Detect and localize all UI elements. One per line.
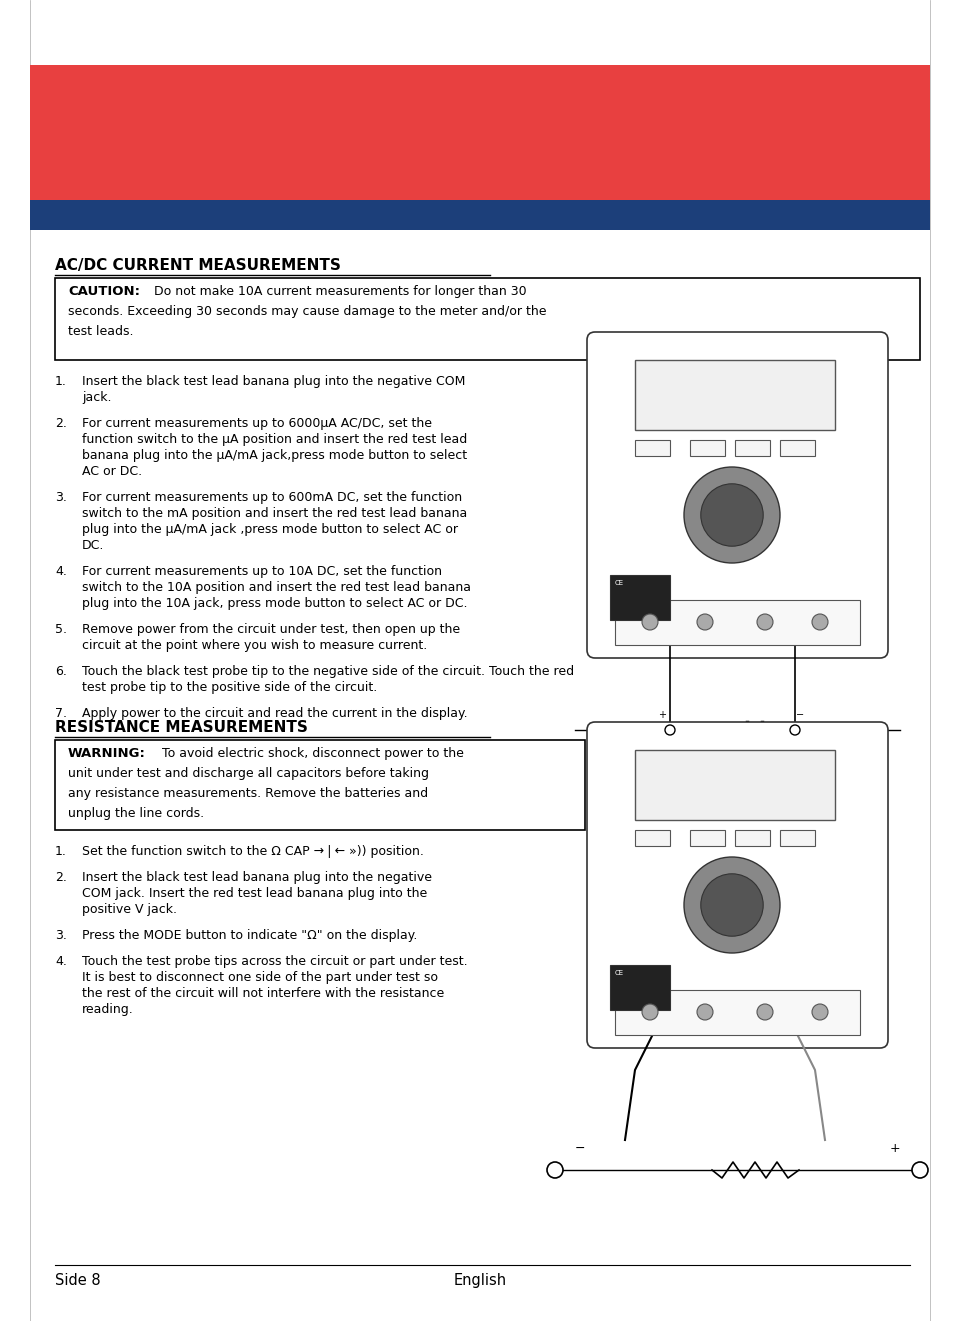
FancyBboxPatch shape [587,332,888,658]
Text: switch to the 10A position and insert the red test lead banana: switch to the 10A position and insert th… [82,581,471,594]
Text: 7.: 7. [55,707,67,720]
Circle shape [665,725,675,734]
Circle shape [684,857,780,952]
Text: It is best to disconnect one side of the part under test so: It is best to disconnect one side of the… [82,971,438,984]
Text: Do not make 10A current measurements for longer than 30: Do not make 10A current measurements for… [150,285,527,299]
Text: any resistance measurements. Remove the batteries and: any resistance measurements. Remove the … [68,787,428,801]
Text: WARNING:: WARNING: [68,746,146,760]
Text: Remove power from the circuit under test, then open up the: Remove power from the circuit under test… [82,624,460,635]
Bar [780,440,815,456]
Text: Insert the black test lead banana plug into the negative: Insert the black test lead banana plug i… [82,871,432,884]
Text: COM jack. Insert the red test lead banana plug into the: COM jack. Insert the red test lead banan… [82,886,427,900]
Text: −: − [796,709,804,720]
Text: 3.: 3. [55,929,67,942]
Bar [635,750,835,820]
Circle shape [812,614,828,630]
Bar [30,199,930,230]
Text: English: English [453,1273,507,1288]
Bar [610,575,670,620]
Circle shape [912,1162,928,1178]
Text: banana plug into the μA/mA jack,press mode button to select: banana plug into the μA/mA jack,press mo… [82,449,468,462]
Text: seconds. Exceeding 30 seconds may cause damage to the meter and/or the: seconds. Exceeding 30 seconds may cause … [68,305,546,318]
Bar [735,830,770,845]
Circle shape [642,614,658,630]
Text: +: + [890,1141,900,1155]
Text: 5.: 5. [55,624,67,635]
Bar [635,361,835,431]
Text: 3.: 3. [55,491,67,505]
Bar [30,65,930,199]
Text: CAUTION:: CAUTION: [68,285,140,299]
Bar [690,440,725,456]
Circle shape [701,483,763,546]
Bar [55,740,585,830]
Text: positive V jack.: positive V jack. [82,904,177,915]
Circle shape [642,1004,658,1020]
Bar [55,277,920,361]
Text: 2.: 2. [55,871,67,884]
Text: CE: CE [615,580,624,587]
Text: plug into the 10A jack, press mode button to select AC or DC.: plug into the 10A jack, press mode butto… [82,597,468,610]
Text: To avoid electric shock, disconnect power to the: To avoid electric shock, disconnect powe… [158,746,464,760]
Text: the rest of the circuit will not interfere with the resistance: the rest of the circuit will not interfe… [82,987,444,1000]
Text: Apply power to the circuit and read the current in the display.: Apply power to the circuit and read the … [82,707,468,720]
Bar [635,830,670,845]
Text: unit under test and discharge all capacitors before taking: unit under test and discharge all capaci… [68,768,429,779]
Text: 4.: 4. [55,565,67,579]
Bar [690,830,725,845]
Text: −: − [575,1141,586,1155]
Text: 1.: 1. [55,845,67,859]
Bar [735,440,770,456]
Text: AC/DC CURRENT MEASUREMENTS: AC/DC CURRENT MEASUREMENTS [55,258,341,273]
Text: unplug the line cords.: unplug the line cords. [68,807,204,820]
Text: For current measurements up to 10A DC, set the function: For current measurements up to 10A DC, s… [82,565,442,579]
Circle shape [684,468,780,563]
Text: Touch the black test probe tip to the negative side of the circuit. Touch the re: Touch the black test probe tip to the ne… [82,664,574,678]
Bar [615,989,860,1034]
Text: function switch to the μA position and insert the red test lead: function switch to the μA position and i… [82,433,468,446]
Text: 1.: 1. [55,375,67,388]
Text: Side 8: Side 8 [55,1273,101,1288]
Text: switch to the mA position and insert the red test lead banana: switch to the mA position and insert the… [82,507,468,520]
Text: For current measurements up to 6000μA AC/DC, set the: For current measurements up to 6000μA AC… [82,417,432,431]
Circle shape [697,1004,713,1020]
Text: Insert the black test lead banana plug into the negative COM: Insert the black test lead banana plug i… [82,375,466,388]
Text: AC or DC.: AC or DC. [82,465,142,478]
Text: DC.: DC. [82,539,105,552]
Text: circuit at the point where you wish to measure current.: circuit at the point where you wish to m… [82,639,427,653]
Text: test leads.: test leads. [68,325,133,338]
Bar [780,830,815,845]
Circle shape [812,1004,828,1020]
Text: RESISTANCE MEASUREMENTS: RESISTANCE MEASUREMENTS [55,720,308,734]
Circle shape [701,873,763,937]
Bar [615,600,860,645]
Text: test probe tip to the positive side of the circuit.: test probe tip to the positive side of t… [82,682,377,694]
Text: Set the function switch to the Ω CAP →❘← »)) position.: Set the function switch to the Ω CAP →❘←… [82,845,424,859]
FancyBboxPatch shape [587,723,888,1048]
Bar [635,440,670,456]
Circle shape [697,614,713,630]
Text: plug into the μA/mA jack ,press mode button to select AC or: plug into the μA/mA jack ,press mode but… [82,523,458,536]
Text: Press the MODE button to indicate "Ω" on the display.: Press the MODE button to indicate "Ω" on… [82,929,418,942]
Circle shape [547,1162,563,1178]
Text: 4.: 4. [55,955,67,968]
Circle shape [757,1004,773,1020]
Text: 6.: 6. [55,664,67,678]
Circle shape [757,614,773,630]
Text: For current measurements up to 600mA DC, set the function: For current measurements up to 600mA DC,… [82,491,462,505]
Circle shape [790,725,800,734]
Text: 2.: 2. [55,417,67,431]
Bar [610,966,670,1011]
Text: +: + [658,709,666,720]
Text: reading.: reading. [82,1003,133,1016]
Text: jack.: jack. [82,391,111,404]
Text: CE: CE [615,970,624,976]
Text: Touch the test probe tips across the circuit or part under test.: Touch the test probe tips across the cir… [82,955,468,968]
